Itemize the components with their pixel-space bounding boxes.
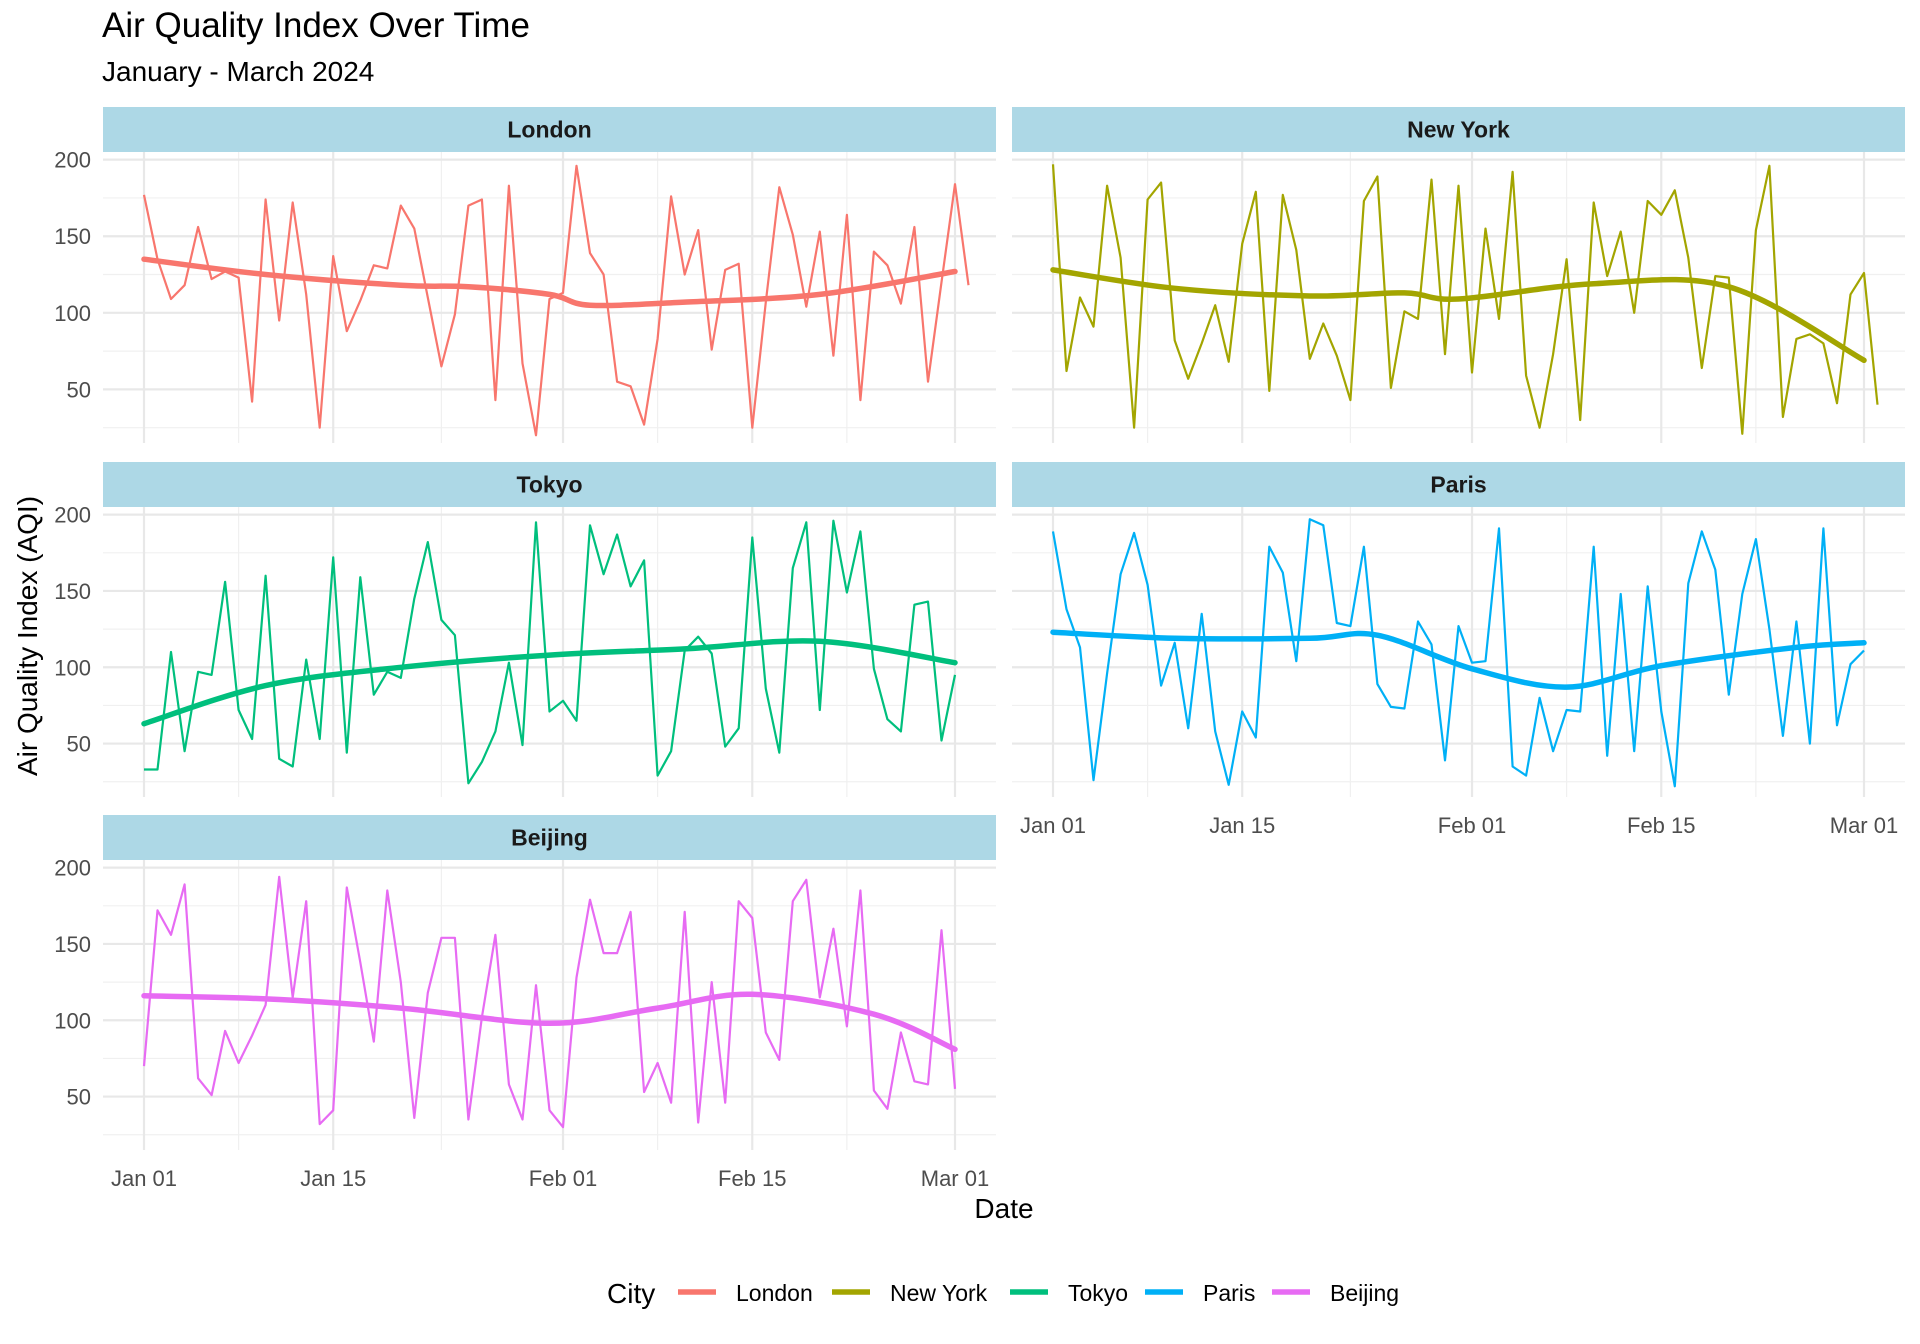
x-tick-label: Feb 15 [718, 1166, 787, 1191]
facet-tokyo: Tokyo 50 100 150 200 [54, 462, 996, 797]
y-axis-title: Air Quality Index (AQI) [12, 496, 43, 776]
y-tick-label: 200 [54, 148, 91, 173]
series-line [1051, 164, 1879, 435]
facet-strip-label: New York [1407, 117, 1510, 143]
facet-strip [103, 107, 996, 152]
x-tick-label: Feb 01 [529, 1166, 598, 1191]
trend-line [141, 256, 958, 309]
facet-london: London 50 100 150 200 [54, 107, 996, 443]
x-tick-label: Jan 01 [111, 1166, 177, 1191]
y-tick-label: 100 [54, 301, 91, 326]
y-tick-label: 100 [54, 655, 91, 680]
facet-strip-label: Tokyo [516, 472, 582, 498]
y-tick-label: 50 [67, 377, 91, 402]
y-tick-label: 50 [67, 732, 91, 757]
y-tick-label: 150 [54, 224, 91, 249]
legend-label: Beijing [1330, 1280, 1399, 1306]
facet-strip [1012, 107, 1905, 152]
facet-strip-label: Beijing [511, 825, 588, 851]
facet-strip [103, 462, 996, 507]
facet-paris: Paris Jan 01 Jan 15 Feb 01 Feb 15 Mar 01 [1012, 462, 1905, 838]
y-tick-label: 150 [54, 932, 91, 957]
x-tick-label: Mar 01 [921, 1166, 989, 1191]
series-line [1051, 518, 1865, 788]
legend: City London New York Tokyo Paris Beijing [607, 1278, 1399, 1309]
trend-line [141, 638, 958, 727]
trend-line [141, 991, 958, 1053]
legend-label: London [736, 1280, 813, 1306]
y-tick-label: 200 [54, 856, 91, 881]
x-tick-label: Jan 01 [1020, 813, 1086, 838]
x-tick-label: Jan 15 [1209, 813, 1275, 838]
series-line [142, 875, 957, 1129]
series-line [142, 164, 970, 437]
facet-strip-label: London [507, 117, 591, 143]
y-tick-label: 200 [54, 503, 91, 528]
legend-label: Paris [1203, 1280, 1255, 1306]
chart-subtitle: January - March 2024 [102, 56, 375, 87]
x-tick-label: Feb 01 [1438, 813, 1507, 838]
x-tick-label: Jan 15 [300, 1166, 366, 1191]
trend-line [1050, 267, 1867, 364]
facet-strip [1012, 462, 1905, 507]
y-tick-label: 100 [54, 1008, 91, 1033]
x-tick-label: Mar 01 [1830, 813, 1898, 838]
legend-title: City [607, 1278, 655, 1309]
legend-label: Tokyo [1068, 1280, 1128, 1306]
x-axis-title: Date [974, 1193, 1033, 1224]
facet-strip [103, 815, 996, 860]
facet-beijing: Beijing 50 100 150 200 Jan 01 Jan 15 Feb 01 Feb … [54, 815, 996, 1191]
facet-new-york: New York [1012, 107, 1905, 443]
facet-strip-label: Paris [1430, 472, 1486, 498]
trend-line [1050, 629, 1867, 690]
legend-label: New York [890, 1280, 988, 1306]
x-tick-label: Feb 15 [1627, 813, 1696, 838]
series-line [144, 519, 957, 785]
y-tick-label: 150 [54, 579, 91, 604]
chart-title: Air Quality Index Over Time [102, 6, 530, 45]
y-tick-label: 50 [67, 1085, 91, 1110]
